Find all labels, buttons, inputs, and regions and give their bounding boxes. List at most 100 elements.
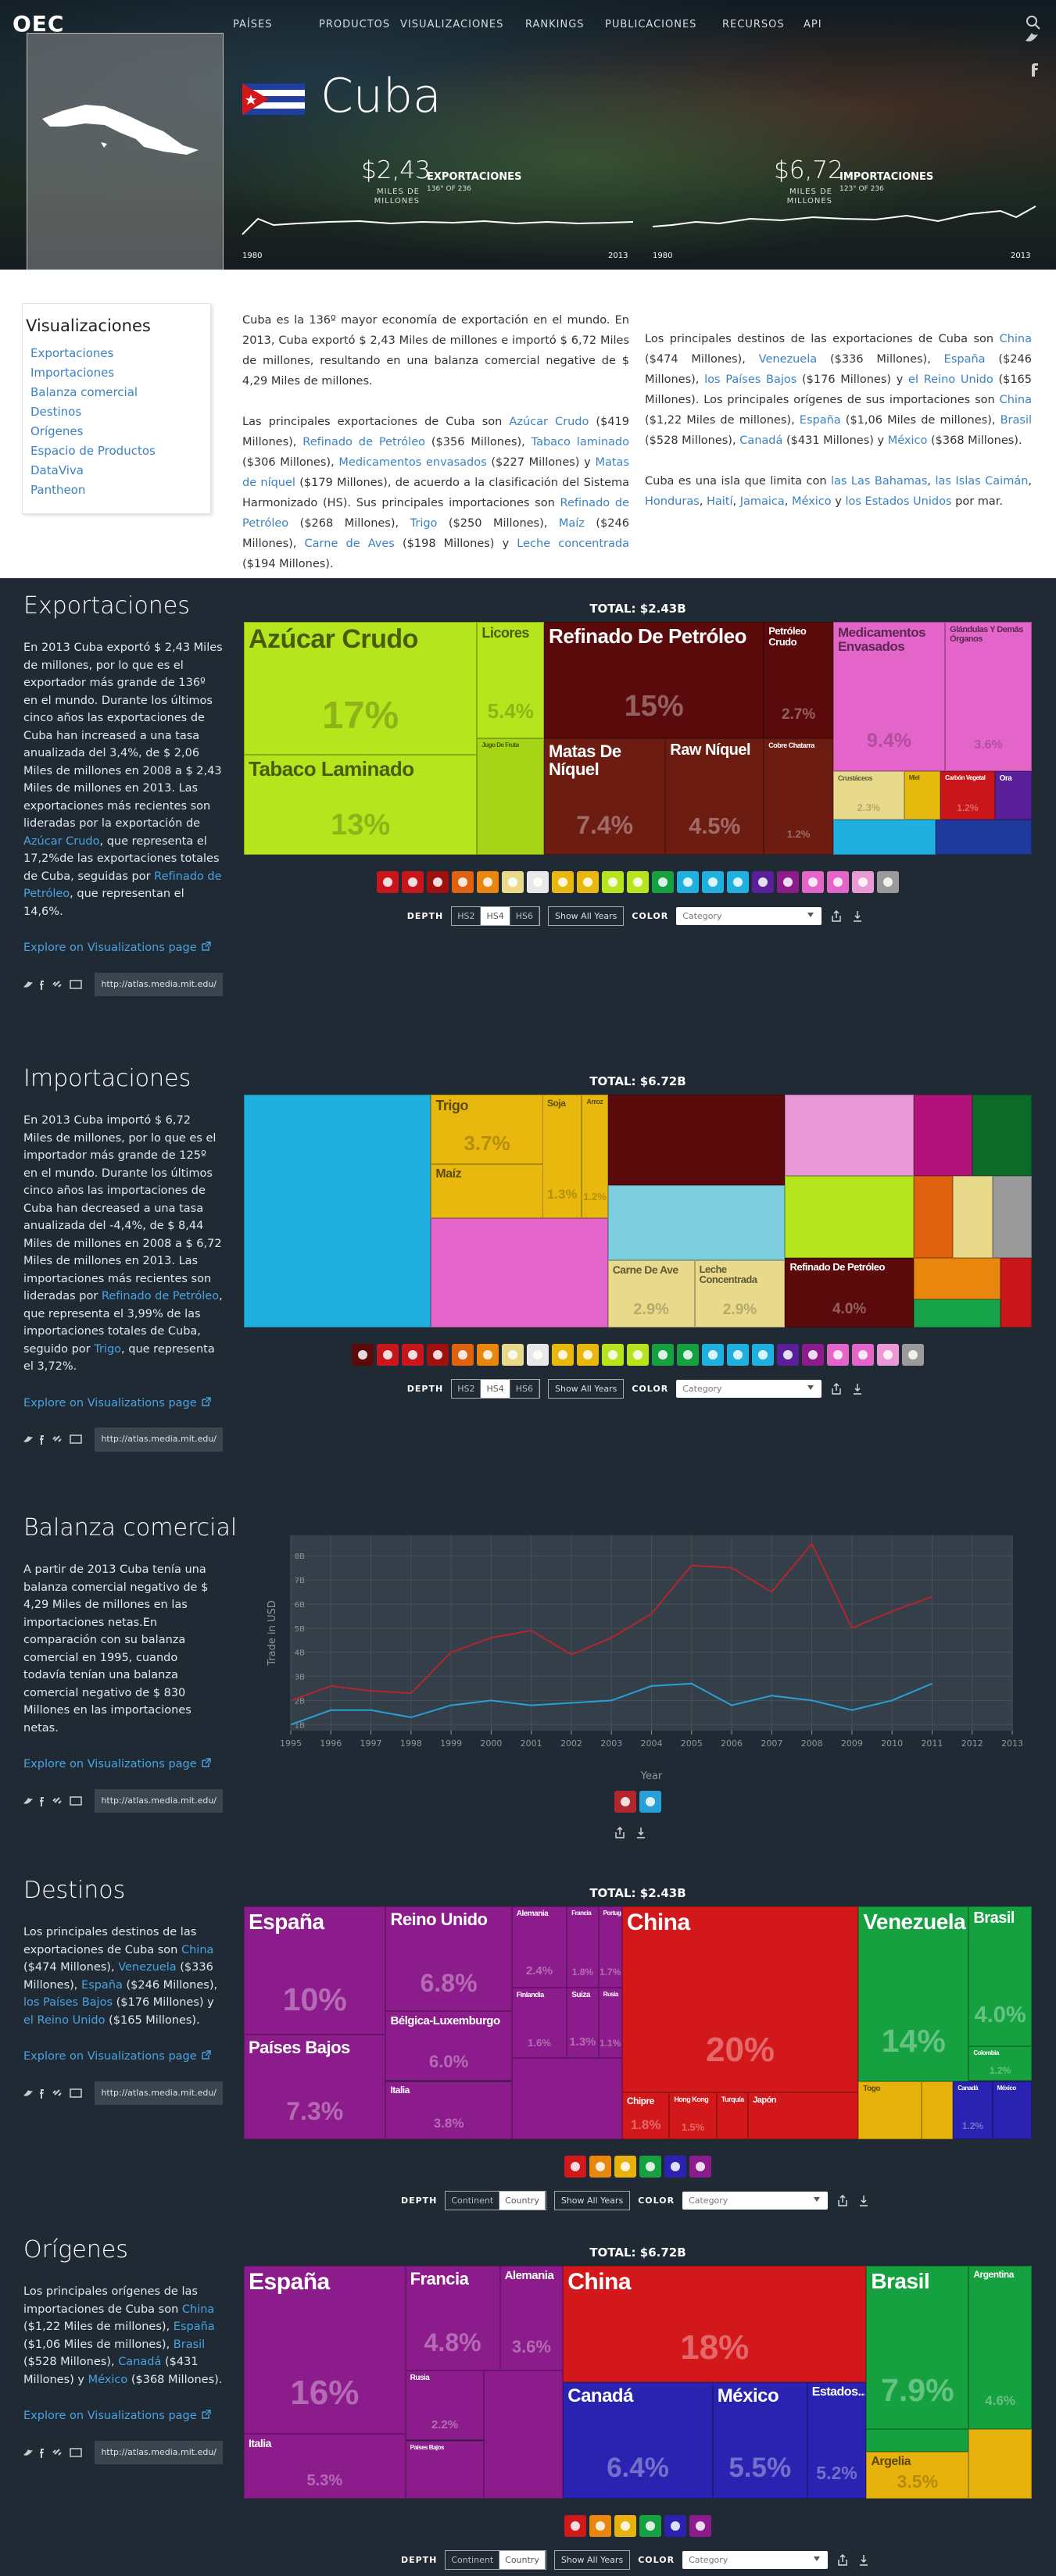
category-icon[interactable]: [689, 2515, 711, 2537]
text-link[interactable]: China: [181, 2303, 215, 2316]
share-url[interactable]: http://atlas.media.mit.edu/: [95, 972, 223, 996]
category-icon[interactable]: [602, 871, 624, 893]
category-icon[interactable]: [727, 1344, 749, 1366]
text-link[interactable]: China: [999, 333, 1032, 345]
text-link[interactable]: las Islas Caimán: [935, 475, 1029, 488]
category-icon[interactable]: [577, 1344, 599, 1366]
viz-menu-link[interactable]: Orígenes: [30, 424, 84, 438]
nav-item[interactable]: RANKINGS: [525, 19, 585, 30]
text-link[interactable]: Haití: [706, 495, 733, 508]
color-select[interactable]: Category: [682, 2192, 829, 2210]
explore-link[interactable]: Explore on Visualizations page: [23, 1756, 223, 1774]
category-icon[interactable]: [852, 1344, 874, 1366]
treemap-cell[interactable]: Canadá 6.4%: [563, 2382, 713, 2499]
export-buttons[interactable]: [836, 2194, 875, 2207]
category-icon[interactable]: [502, 1344, 524, 1366]
text-link[interactable]: Maíz: [558, 517, 585, 530]
category-icon[interactable]: [527, 1344, 549, 1366]
category-icon[interactable]: [452, 1344, 474, 1366]
legend-swatch[interactable]: [639, 1791, 661, 1813]
treemap-cell[interactable]: Tabaco Laminado 13%: [244, 754, 478, 855]
treemap-cell[interactable]: Trigo 3.7%: [431, 1095, 543, 1165]
share-url[interactable]: http://atlas.media.mit.edu/: [95, 2081, 223, 2105]
category-icon[interactable]: [402, 871, 424, 893]
treemap-cell[interactable]: Portugal 1.7%: [598, 1906, 622, 1988]
export-buttons[interactable]: [836, 2553, 875, 2567]
all-years-button[interactable]: Show All Years: [553, 2550, 631, 2570]
treemap-cell[interactable]: Carne De Ave 2.9%: [607, 1259, 695, 1327]
treemap-cell[interactable]: Glándulas Y Demás Órganos 3.6%: [945, 622, 1032, 771]
text-link[interactable]: el Reino Unido: [908, 373, 993, 386]
depth-option[interactable]: HS6: [510, 1380, 539, 1398]
category-icon[interactable]: [664, 2156, 686, 2178]
treemap-cell[interactable]: Maíz: [431, 1164, 543, 1218]
text-link[interactable]: China: [999, 394, 1032, 406]
share-icons[interactable]: [23, 1434, 85, 1445]
text-link[interactable]: China: [181, 1943, 214, 1956]
text-link[interactable]: los Estados Unidos: [845, 495, 952, 508]
viz-menu-link[interactable]: Espacio de Productos: [30, 444, 156, 458]
treemap-cell[interactable]: Crustáceos 2.3%: [832, 770, 904, 820]
depth-option[interactable]: Country: [499, 2192, 546, 2210]
facebook-icon[interactable]: [1032, 63, 1038, 77]
treemap-cell[interactable]: Jugo De Fruta: [477, 738, 545, 855]
explore-link[interactable]: Explore on Visualizations page: [23, 939, 223, 957]
share-url[interactable]: http://atlas.media.mit.edu/: [95, 2440, 223, 2464]
category-icon[interactable]: [627, 1344, 649, 1366]
text-link[interactable]: España: [81, 1978, 123, 1992]
treemap-cell[interactable]: Ora: [994, 770, 1032, 820]
category-icon[interactable]: [827, 871, 849, 893]
category-icon[interactable]: [802, 1344, 824, 1366]
text-link[interactable]: España: [799, 414, 841, 427]
category-icon[interactable]: [377, 1344, 399, 1366]
category-icon[interactable]: [677, 1344, 699, 1366]
treemap-cell[interactable]: Rusia 1.1%: [598, 1988, 622, 2058]
treemap-cell[interactable]: México: [992, 2081, 1032, 2139]
category-icon[interactable]: [602, 1344, 624, 1366]
explore-text[interactable]: Explore on Visualizations page: [23, 2050, 197, 2063]
depth-option[interactable]: HS2: [452, 1380, 481, 1398]
category-icon[interactable]: [777, 871, 799, 893]
legend-swatch[interactable]: [614, 1791, 636, 1813]
category-icon[interactable]: [577, 871, 599, 893]
explore-link[interactable]: Explore on Visualizations page: [23, 2407, 223, 2425]
treemap-cell[interactable]: Soja 1.3%: [542, 1095, 582, 1218]
share-icons[interactable]: [23, 2088, 85, 2099]
treemap-cell[interactable]: Licores 5.4%: [477, 622, 545, 738]
treemap-cell[interactable]: Italia 5.3%: [244, 2433, 406, 2499]
category-icon[interactable]: [777, 1344, 799, 1366]
all-years-button[interactable]: Show All Years: [548, 1379, 625, 1399]
text-link[interactable]: Refinado de Petróleo: [302, 436, 425, 448]
nav-item[interactable]: PUBLICACIONES: [605, 19, 697, 30]
nav-item[interactable]: RECURSOS: [722, 19, 785, 30]
treemap-cell[interactable]: Finlandia 1.6%: [511, 1988, 567, 2058]
category-icon[interactable]: [677, 871, 699, 893]
text-link[interactable]: los Países Bajos: [704, 373, 797, 386]
text-link[interactable]: las Las Bahamas: [831, 475, 928, 488]
treemap-cell[interactable]: Argelia 3.5%: [866, 2452, 969, 2499]
text-link[interactable]: México: [887, 434, 928, 447]
category-icon[interactable]: [652, 871, 674, 893]
share-icons[interactable]: [23, 2447, 85, 2458]
explore-link[interactable]: Explore on Visualizations page: [23, 2048, 223, 2066]
text-link[interactable]: Venezuela: [758, 353, 818, 366]
treemap-cell[interactable]: China 20%: [621, 1906, 859, 2093]
nav-item[interactable]: PAÍSES: [233, 19, 273, 30]
treemap-cell[interactable]: Italia 3.8%: [385, 2081, 512, 2139]
treemap-cell[interactable]: Matas De Níquel 7.4%: [544, 738, 666, 855]
treemap-cell[interactable]: Alemania 3.6%: [499, 2266, 564, 2371]
category-icon[interactable]: [639, 2156, 661, 2178]
text-link[interactable]: Medicamentos envasados: [338, 456, 487, 469]
treemap-cell[interactable]: Togo: [858, 2081, 922, 2139]
color-select[interactable]: Category: [676, 907, 822, 925]
treemap-cell[interactable]: Rusia 2.2%: [405, 2371, 485, 2441]
category-icon[interactable]: [877, 1344, 899, 1366]
category-icon[interactable]: [352, 1344, 374, 1366]
text-link[interactable]: Refinado de Petróleo: [101, 1290, 220, 1302]
text-link[interactable]: Venezuela: [118, 1961, 177, 1974]
treemap-cell[interactable]: Hong Kong 1.5%: [669, 2092, 717, 2139]
explore-link[interactable]: Explore on Visualizations page: [23, 1395, 223, 1413]
category-icon[interactable]: [652, 1344, 674, 1366]
category-icon[interactable]: [564, 2156, 586, 2178]
color-select[interactable]: Category: [676, 1380, 822, 1398]
